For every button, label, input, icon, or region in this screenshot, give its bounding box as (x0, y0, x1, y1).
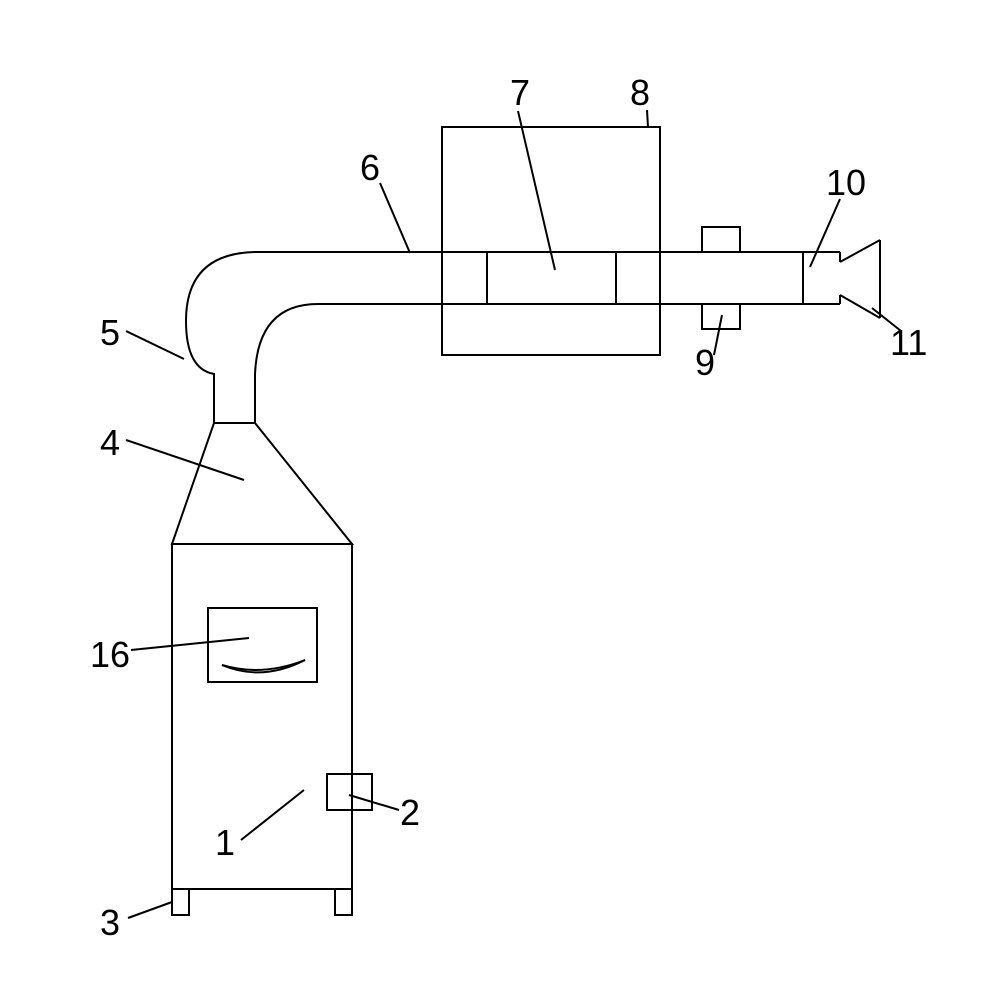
svg-text:11: 11 (890, 322, 927, 363)
svg-text:10: 10 (826, 162, 866, 203)
svg-text:4: 4 (100, 422, 120, 463)
svg-text:3: 3 (100, 902, 120, 943)
svg-text:1: 1 (215, 822, 235, 863)
svg-text:8: 8 (630, 72, 650, 113)
svg-text:9: 9 (695, 342, 715, 383)
svg-text:6: 6 (360, 147, 380, 188)
svg-text:7: 7 (510, 72, 530, 113)
svg-text:5: 5 (100, 312, 120, 353)
svg-text:2: 2 (400, 792, 420, 833)
svg-text:16: 16 (90, 634, 130, 675)
